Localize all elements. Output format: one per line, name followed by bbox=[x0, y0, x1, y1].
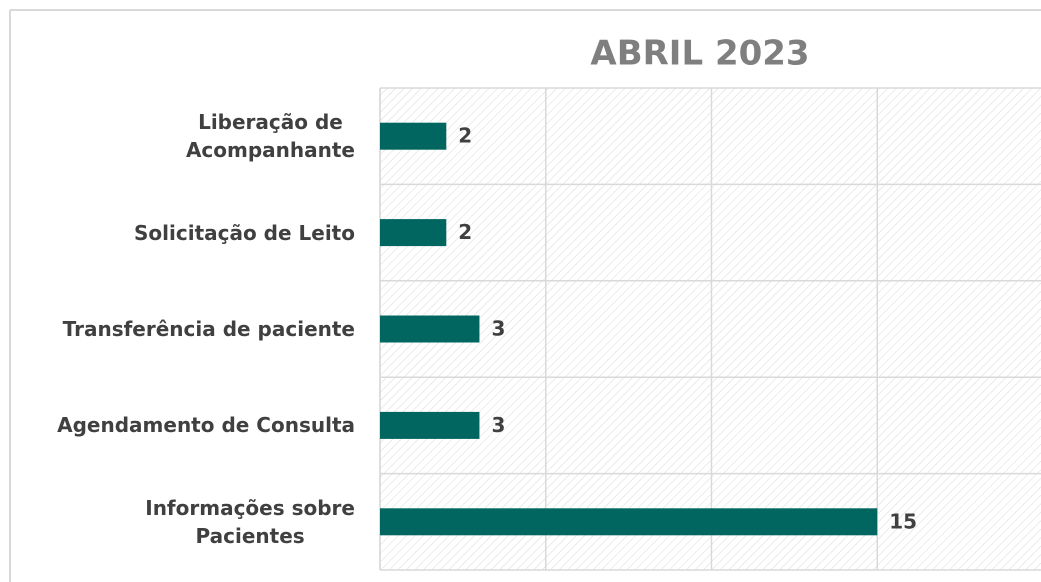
chart-title: ABRIL 2023 bbox=[590, 34, 809, 74]
y-tick-label: Liberação de Acompanhante bbox=[185, 110, 355, 163]
bar bbox=[380, 315, 480, 343]
data-label: 2 bbox=[458, 220, 472, 244]
y-tick-label: Solicitação de Leito bbox=[134, 220, 355, 245]
data-label: 3 bbox=[491, 413, 505, 437]
data-label: 15 bbox=[889, 509, 917, 533]
plot-area bbox=[380, 88, 1041, 570]
bar bbox=[380, 122, 447, 150]
bar bbox=[380, 219, 447, 247]
data-label: 3 bbox=[491, 317, 505, 341]
bar bbox=[380, 411, 480, 439]
bar bbox=[380, 508, 878, 536]
data-label: 2 bbox=[458, 124, 472, 148]
y-tick-label: Agendamento de Consulta bbox=[57, 413, 355, 438]
y-tick-label: Informações sobre Pacientes bbox=[145, 495, 355, 548]
y-tick-label: Transferência de paciente bbox=[62, 317, 355, 341]
